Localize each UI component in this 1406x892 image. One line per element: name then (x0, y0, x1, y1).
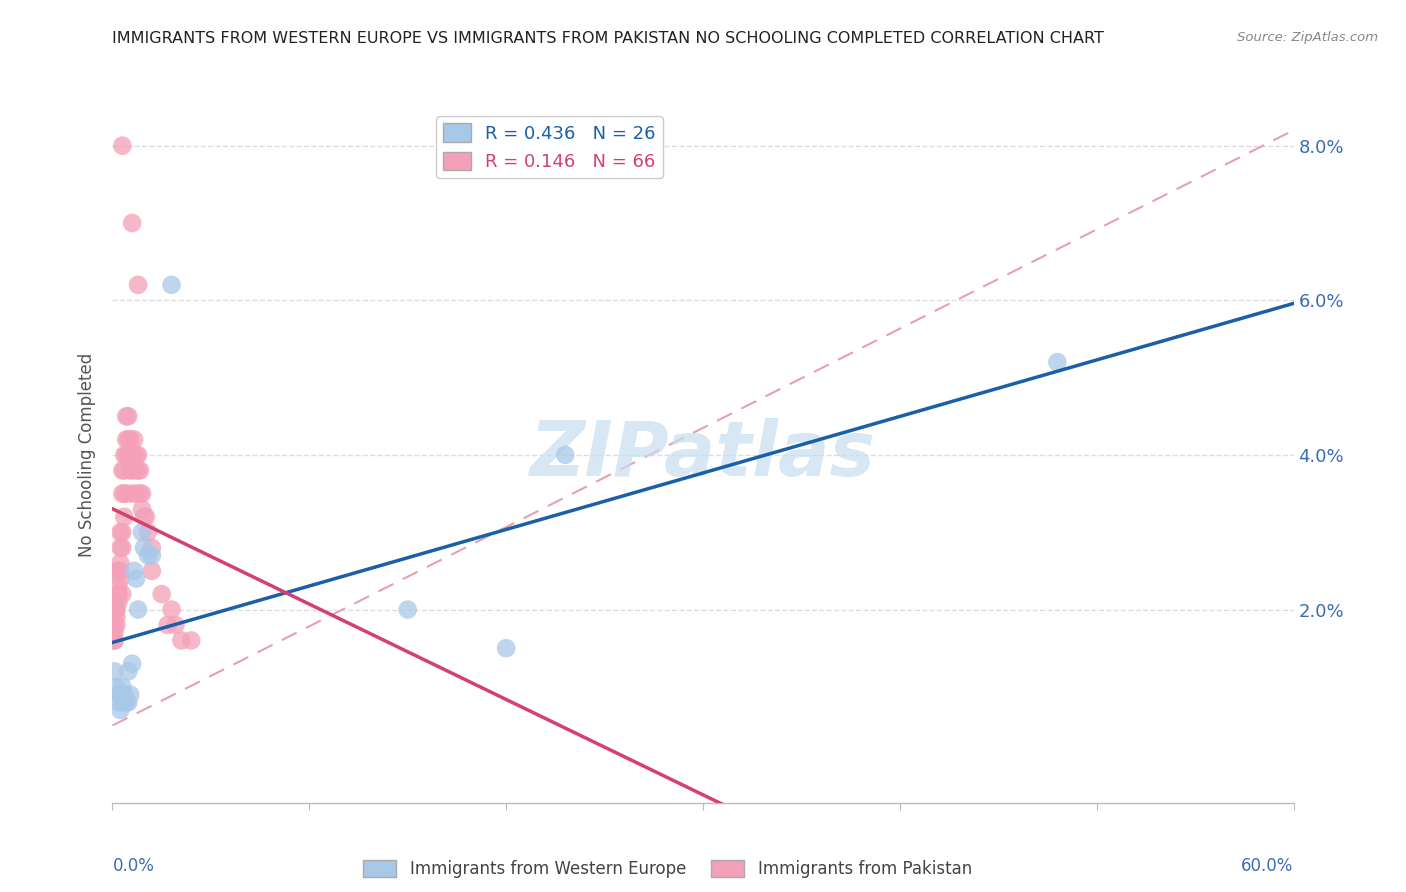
Point (396, 602, 419, 616)
Point (131, 525, 153, 540)
Point (121, 448, 143, 462)
Point (110, 541, 132, 555)
Point (115, 695, 138, 709)
Point (121, 463, 143, 477)
Point (111, 695, 134, 709)
Point (120, 463, 142, 477)
Text: 60.0%: 60.0% (1241, 857, 1294, 875)
Point (111, 587, 134, 601)
Point (554, 448, 576, 462)
Point (129, 463, 152, 477)
Point (110, 572, 132, 586)
Point (131, 502, 153, 516)
Point (111, 138, 134, 153)
Legend: Immigrants from Western Europe, Immigrants from Pakistan: Immigrants from Western Europe, Immigran… (357, 854, 979, 885)
Point (105, 587, 128, 601)
Point (141, 564, 163, 578)
Point (110, 688, 132, 702)
Point (117, 433, 139, 447)
Point (125, 572, 148, 586)
Point (112, 448, 135, 462)
Point (141, 541, 163, 555)
Text: Source: ZipAtlas.com: Source: ZipAtlas.com (1237, 31, 1378, 45)
Point (110, 525, 132, 540)
Point (135, 509, 157, 524)
Point (105, 602, 128, 616)
Point (111, 680, 134, 694)
Point (111, 525, 134, 540)
Point (111, 463, 134, 477)
Text: 0.0%: 0.0% (112, 857, 155, 875)
Point (122, 448, 145, 462)
Point (103, 665, 125, 679)
Point (105, 610, 128, 624)
Point (115, 448, 138, 462)
Point (117, 695, 139, 709)
Point (125, 448, 148, 462)
Point (112, 688, 135, 702)
Point (107, 579, 129, 593)
Point (131, 486, 153, 500)
Point (121, 216, 143, 230)
Point (115, 486, 138, 500)
Point (160, 277, 183, 292)
Point (136, 549, 159, 563)
Point (103, 633, 125, 648)
Point (127, 277, 149, 292)
Point (121, 657, 143, 671)
Point (110, 556, 132, 570)
Point (141, 549, 163, 563)
Point (103, 633, 125, 648)
Point (105, 602, 128, 616)
Point (127, 448, 149, 462)
Point (132, 509, 155, 524)
Point (107, 564, 129, 578)
Point (156, 618, 179, 632)
Y-axis label: No Schooling Completed: No Schooling Completed (77, 353, 96, 557)
Text: ZIPatlas: ZIPatlas (530, 418, 876, 491)
Point (112, 509, 135, 524)
Point (165, 618, 187, 632)
Point (115, 409, 138, 424)
Point (107, 595, 129, 609)
Point (170, 633, 193, 648)
Point (103, 625, 125, 640)
Point (120, 433, 142, 447)
Point (180, 633, 202, 648)
Point (129, 486, 152, 500)
Point (107, 564, 129, 578)
Point (107, 587, 129, 601)
Point (160, 602, 183, 616)
Point (495, 641, 517, 656)
Point (127, 602, 149, 616)
Point (122, 564, 145, 578)
Point (132, 541, 155, 555)
Point (111, 541, 134, 555)
Point (107, 587, 129, 601)
Point (122, 433, 145, 447)
Point (117, 448, 139, 462)
Point (107, 688, 129, 702)
Point (103, 618, 125, 632)
Point (107, 695, 129, 709)
Point (115, 433, 138, 447)
Point (120, 688, 142, 702)
Point (121, 486, 143, 500)
Point (105, 680, 128, 694)
Point (1046, 355, 1069, 369)
Point (110, 703, 132, 717)
Point (125, 486, 148, 500)
Point (150, 587, 173, 601)
Point (105, 618, 128, 632)
Point (136, 525, 159, 540)
Text: IMMIGRANTS FROM WESTERN EUROPE VS IMMIGRANTS FROM PAKISTAN NO SCHOOLING COMPLETE: IMMIGRANTS FROM WESTERN EUROPE VS IMMIGR… (112, 31, 1104, 46)
Point (112, 463, 135, 477)
Point (117, 409, 139, 424)
Point (117, 665, 139, 679)
Point (112, 486, 135, 500)
Point (111, 486, 134, 500)
Point (127, 463, 149, 477)
Point (110, 564, 132, 578)
Point (125, 463, 148, 477)
